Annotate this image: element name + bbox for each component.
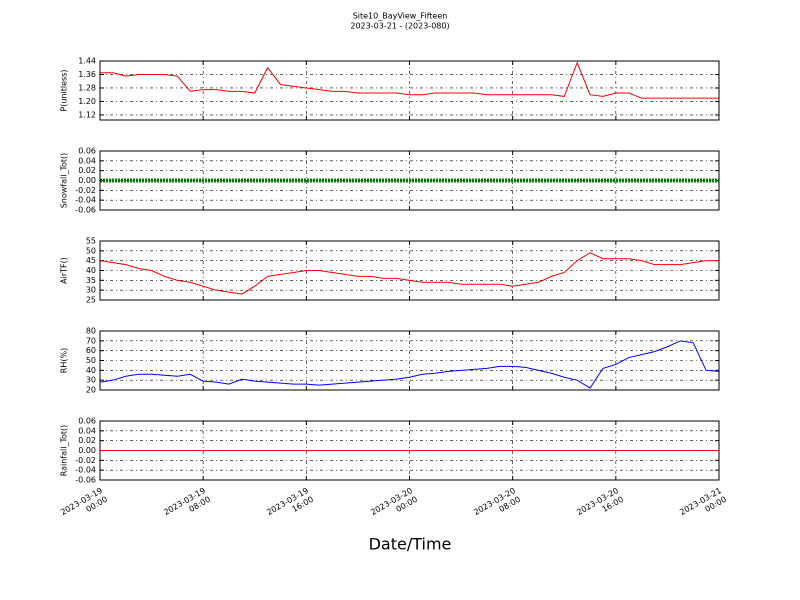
- data-line: [99, 340, 720, 389]
- y-tick-label: -0.02: [75, 456, 96, 465]
- y-tick-label: 1.20: [78, 97, 96, 106]
- y-tick-label: 0.06: [78, 147, 96, 156]
- y-tick-label: 1.44: [78, 57, 96, 66]
- y-tick-label: -0.06: [75, 206, 96, 215]
- y-tick-label: -0.06: [75, 476, 96, 485]
- y-tick-label: 50: [86, 356, 96, 365]
- y-tick-label: 30: [86, 376, 96, 385]
- y-tick-label: 45: [86, 256, 96, 265]
- plot-frame: [99, 60, 720, 121]
- y-axis-label: RH(%): [60, 348, 69, 373]
- y-tick-label: 1.36: [78, 70, 96, 79]
- plot-frame: [99, 240, 720, 301]
- y-tick-label: 30: [86, 286, 96, 295]
- y-axis-label: AirTF(): [60, 257, 69, 284]
- chart-title: Site10_BayView_Fifteen: [353, 12, 448, 21]
- y-axis-label: Snowfall_Tot(): [60, 153, 69, 209]
- data-line: [99, 252, 719, 295]
- plot-frame: [99, 420, 720, 481]
- y-tick-label: 0.00: [78, 176, 96, 185]
- data-line: [100, 61, 719, 99]
- y-tick-label: 0.02: [78, 436, 96, 445]
- y-tick-label: 40: [86, 366, 96, 375]
- y-tick-label: 20: [86, 386, 96, 395]
- plot-frame: [99, 330, 720, 391]
- y-tick-label: 0.02: [78, 166, 96, 175]
- y-tick-label: 0.00: [78, 446, 96, 455]
- y-tick-label: 1.12: [78, 110, 96, 119]
- y-tick-label: 55: [86, 237, 96, 246]
- chart-subtitle: 2023-03-21 - (2023-080): [350, 22, 449, 31]
- y-tick-label: 1.28: [78, 83, 96, 92]
- y-tick-label: 40: [86, 266, 96, 275]
- y-tick-label: 25: [86, 296, 96, 305]
- y-axis-label: Rainfall_Tot(): [60, 425, 69, 477]
- y-axis-label: P(unitless): [60, 69, 69, 111]
- y-tick-label: 0.06: [78, 417, 96, 426]
- y-tick-label: -0.02: [75, 186, 96, 195]
- y-tick-label: 50: [86, 246, 96, 255]
- y-tick-label: 0.04: [78, 426, 96, 435]
- y-tick-label: 0.04: [78, 156, 96, 165]
- y-tick-label: -0.04: [75, 196, 96, 205]
- y-tick-label: 60: [86, 346, 96, 355]
- y-tick-label: -0.04: [75, 466, 96, 475]
- y-tick-label: 35: [86, 276, 96, 285]
- x-axis-label: Date/Time: [369, 535, 452, 554]
- plot-frame: [99, 150, 720, 211]
- y-tick-label: 70: [86, 336, 96, 345]
- y-tick-label: 80: [86, 327, 96, 336]
